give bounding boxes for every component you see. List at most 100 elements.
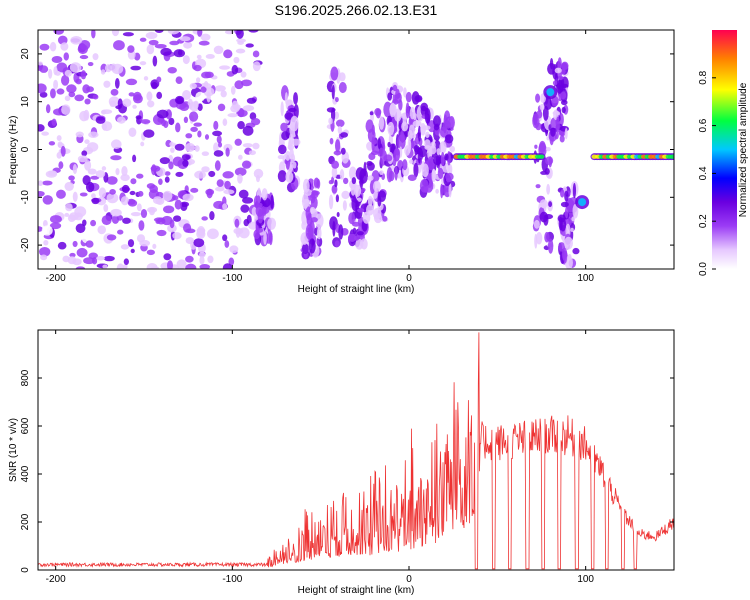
heatmap-cell [60,74,70,86]
heatmap-cell [263,231,267,245]
heatmap-cell [333,150,342,156]
heatmap-cell [84,160,92,171]
heatmap-cell [84,139,90,144]
heatmap-cell [398,99,403,111]
heatmap-cell [138,220,145,231]
snr-frame [37,329,675,571]
heatmap-cell [248,150,256,156]
heatmap-cell [127,45,135,53]
heatmap-cell [240,204,250,213]
heatmap-cell [64,69,72,77]
heatmap-cell [189,111,199,122]
heatmap-cell [103,80,111,88]
heatmap-cell [91,193,96,199]
heatmap-x-ticks: -200 -100 0 100 [46,30,594,284]
heatmap-y-tick-label: -10 [20,190,31,205]
heatmap-cell [213,150,224,157]
heatmap-cell [433,124,440,131]
heatmap-cell [267,217,277,230]
heatmap-cell [230,85,236,95]
heatmap-cell [162,190,173,202]
heatmap-cell [218,141,223,148]
heatmap-cell [75,266,86,269]
heatmap-cell [366,162,375,171]
heatmap-cell [213,45,224,55]
heatmap-cell [159,157,170,165]
heatmap-cell [106,192,119,204]
snr-y-tick-label: 200 [20,513,31,530]
heatmap-cell [433,115,441,128]
heatmap-cell [132,71,145,77]
heatmap-cell [143,76,149,81]
heatmap-cell [240,71,247,78]
heatmap-cell [132,94,143,104]
heatmap-cell [305,206,312,221]
heatmap-cell [331,160,340,169]
heatmap-cell [148,39,159,46]
heatmap-cell [179,36,191,42]
heatmap-cell [277,144,287,155]
heatmap-cell [106,176,118,185]
heatmap-cell [293,104,299,119]
heatmap-cell [177,49,183,56]
heatmap-cell [445,172,454,181]
heatmap-cell [152,243,157,249]
heatmap-cell [419,179,429,193]
heatmap-cell [75,78,82,85]
heatmap-cell [85,181,95,193]
heatmap-cell [74,206,87,218]
heatmap-cell [116,263,125,269]
heatmap-cell [372,180,381,193]
heatmap-cell [125,78,138,86]
heatmap-cell [437,167,444,180]
heatmap-cell [430,141,436,149]
heatmap-cell [193,64,202,72]
heatmap-cell [387,141,391,148]
heatmap-cell [328,179,333,185]
chart-title: S196.2025.266.02.13.E31 [275,2,438,18]
heatmap-cell [213,120,219,131]
heatmap-cell [130,65,142,71]
colorbar-ticks: 0.0 0.2 0.4 0.6 0.8 [698,70,716,276]
heatmap-cell [377,138,382,150]
colorbar-label: Normalized spectral amplitude [738,82,749,217]
heatmap-cell [109,189,116,195]
heatmap-cell [369,111,374,116]
heatmap-cell [205,188,215,196]
heatmap-cell [48,68,53,79]
heatmap-cell [201,216,208,221]
heatmap-cell [444,153,449,161]
heatmap-cell [342,200,347,211]
heatmap-cell [164,176,170,183]
heatmap-cell [285,171,294,183]
heatmap-cell [570,227,574,233]
heatmap-cell [139,61,147,66]
heatmap-cell [301,198,310,204]
heatmap-cell [424,139,431,149]
heatmap-cell [39,91,48,98]
heatmap-cell [86,142,99,152]
heatmap-cell [331,84,335,100]
heatmap-cell [173,215,182,222]
heatmap-cell [150,165,161,172]
heatmap-cell [332,220,336,237]
heatmap-cell [313,177,320,189]
snr-y-tick-label: 400 [20,465,31,482]
heatmap-cell [139,239,151,247]
heatmap-cell [127,199,138,207]
snr-y-label: SNR (10 * v/v) [8,418,19,482]
heatmap-cell [185,133,193,139]
heatmap-cell [234,218,240,228]
heatmap-cell [175,171,184,177]
heatmap-cell [136,173,144,179]
heatmap-y-tick-label: 20 [20,48,31,60]
heatmap-cell [43,239,49,246]
heatmap-cell [72,240,78,248]
heatmap-cell [196,54,202,60]
heatmap-cell [194,145,200,152]
heatmap-cell [353,235,360,241]
heatmap-cell [204,134,210,140]
heatmap-cell [546,183,551,195]
heatmap-cell [139,37,147,42]
heatmap-cell [534,144,538,149]
